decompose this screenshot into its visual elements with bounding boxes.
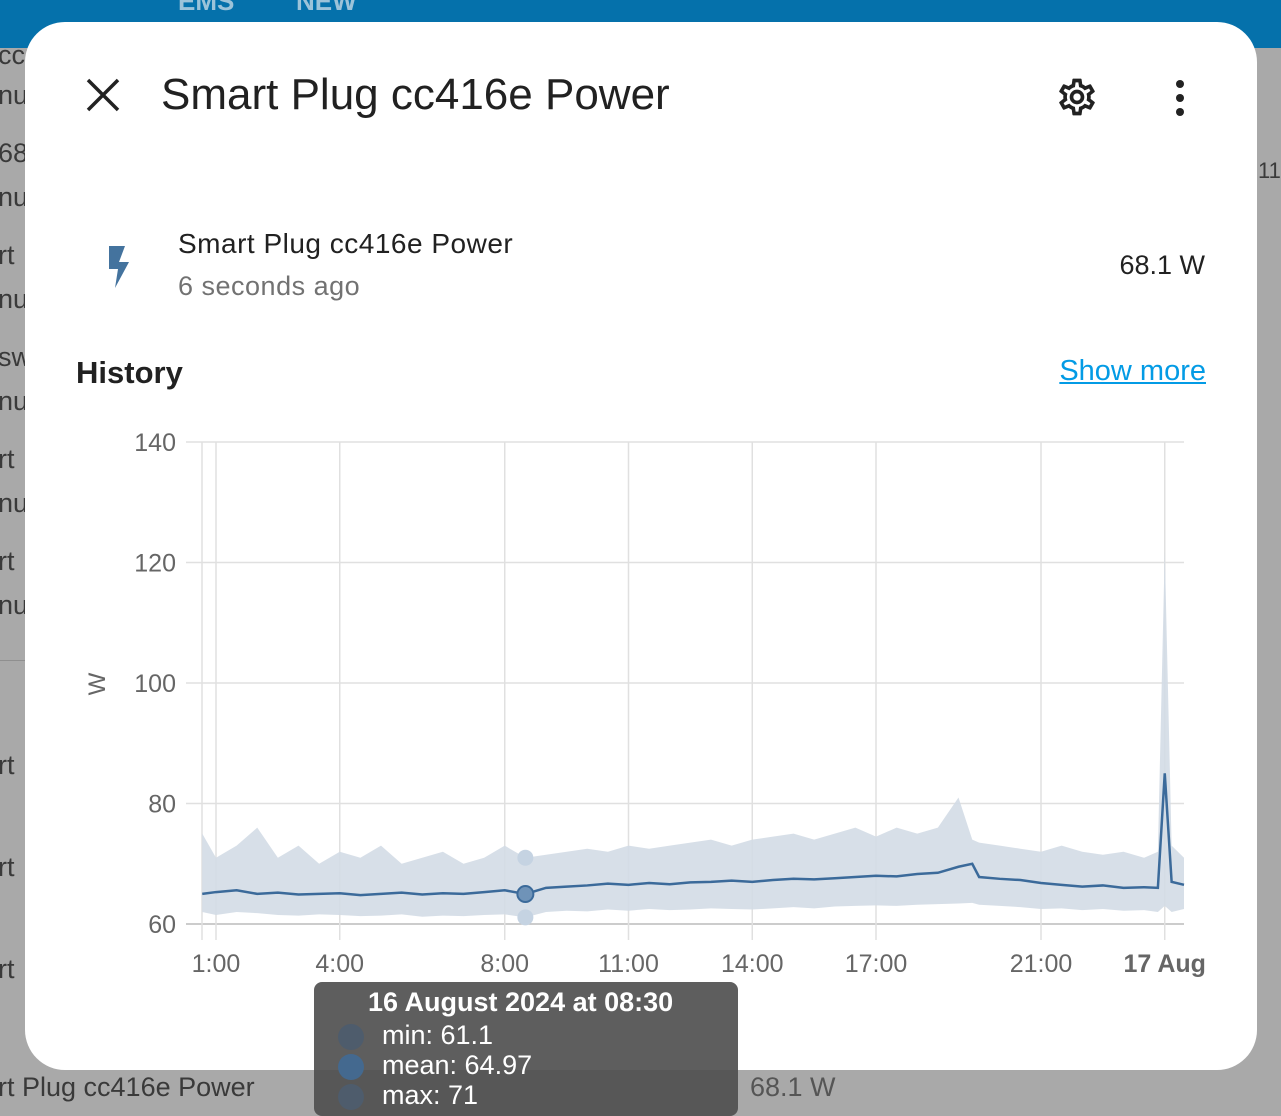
y-tick-label: 80	[148, 791, 176, 819]
flash-icon	[109, 246, 129, 288]
tooltip-row-max: max: 71	[338, 1080, 478, 1110]
x-tick-label: 8:00	[480, 950, 529, 978]
tooltip-row-min: min: 61.1	[338, 1020, 493, 1050]
series-dot-icon	[338, 1083, 364, 1110]
x-tick-label: 17 Aug	[1124, 950, 1206, 978]
show-more-link[interactable]: Show more	[1059, 355, 1206, 387]
x-tick-label: 1:00	[192, 950, 241, 978]
history-heading: History	[76, 355, 183, 390]
y-tick-label: 120	[134, 550, 176, 578]
mean-line	[202, 773, 1185, 897]
bg-text: rt Plug cc416e Power	[0, 1072, 255, 1102]
min-max-band	[202, 550, 1184, 918]
tooltip-value: mean: 64.97	[382, 1050, 533, 1080]
more-options-button[interactable]	[1165, 78, 1195, 123]
y-tick-label: 100	[134, 670, 176, 698]
chart-tooltip: 16 August 2024 at 08:30 min: 61.1 mean: …	[314, 982, 738, 1116]
close-button[interactable]	[85, 77, 121, 117]
y-tick-label: 140	[134, 429, 176, 457]
y-axis-label: W	[84, 672, 111, 695]
bg-text: rt	[0, 852, 15, 882]
min-point	[517, 909, 534, 926]
bg-text: nu	[0, 488, 29, 518]
topbar-tab[interactable]: EMS	[178, 0, 235, 16]
bg-text: rt	[0, 444, 15, 474]
close-icon	[86, 78, 120, 112]
bg-text: nu	[0, 284, 29, 314]
bg-text: nu	[0, 590, 29, 620]
x-tick-label: 17:00	[845, 950, 908, 978]
series-dot-icon	[338, 1053, 364, 1080]
gear-icon	[1059, 78, 1095, 116]
settings-button[interactable]	[1055, 75, 1099, 124]
tooltip-value: min: 61.1	[382, 1020, 494, 1050]
tooltip-value: max: 71	[382, 1080, 479, 1110]
dialog-title: Smart Plug cc416e Power	[161, 70, 670, 119]
entity-last-changed: 6 seconds ago	[178, 271, 361, 301]
x-tick-label: 14:00	[721, 950, 784, 978]
bg-text: 68	[0, 138, 29, 168]
topbar-tab[interactable]: NEW	[296, 0, 357, 16]
bg-text: rt	[0, 954, 15, 984]
tooltip-title: 16 August 2024 at 08:30	[368, 987, 674, 1017]
entity-state: 68.1 W	[1119, 250, 1205, 280]
more-vertical-icon	[1176, 80, 1184, 116]
tooltip-row-mean: mean: 64.97	[338, 1050, 532, 1080]
bg-text: rt	[0, 240, 15, 270]
bg-text: 11	[1258, 158, 1281, 183]
entity-name: Smart Plug cc416e Power	[178, 228, 514, 259]
bg-text: nu	[0, 182, 29, 212]
x-tick-label: 4:00	[315, 950, 364, 978]
series-dot-icon	[338, 1023, 364, 1050]
mean-point	[516, 885, 535, 904]
max-point	[517, 849, 534, 866]
divider	[0, 660, 25, 661]
y-tick-label: 60	[148, 911, 176, 939]
bg-text: nu	[0, 80, 29, 110]
bg-text: rt	[0, 750, 15, 780]
bg-text: 68.1 W	[750, 1072, 836, 1102]
x-tick-label: 11:00	[598, 950, 659, 978]
x-tick-label: 21:00	[1010, 950, 1073, 978]
bg-text: rt	[0, 546, 15, 576]
bg-text: nu	[0, 386, 29, 416]
